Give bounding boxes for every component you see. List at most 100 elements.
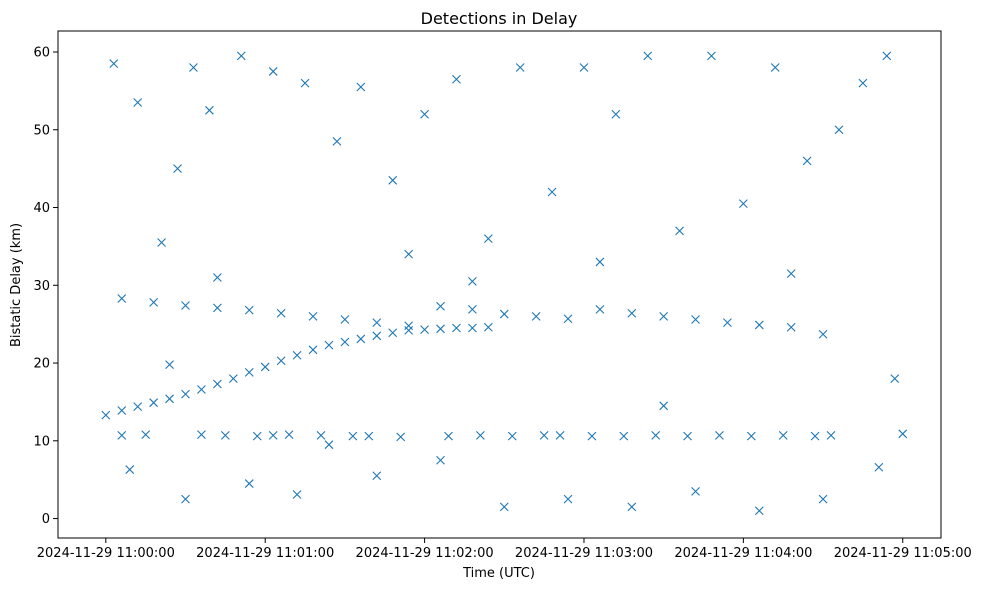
data-point-rising-track xyxy=(372,331,382,341)
data-point-noise xyxy=(125,465,135,474)
data-point-ten-km-clutter xyxy=(220,430,230,440)
data-point-descending-track xyxy=(659,311,669,321)
data-point-noise xyxy=(212,273,222,282)
data-point-descending-track xyxy=(212,303,222,313)
data-point-ten-km-clutter xyxy=(619,431,629,441)
data-point-descending-track xyxy=(181,301,190,310)
x-tick-label: 2024-11-29 11:05:00 xyxy=(834,546,972,561)
data-point-descending-track xyxy=(436,301,445,311)
x-axis: 2024-11-29 11:00:00 2024-11-29 11:01:00 20… xyxy=(37,538,972,561)
data-point-rising-track xyxy=(483,322,493,332)
data-point-rising-track xyxy=(181,389,190,399)
data-point-noise xyxy=(547,187,557,197)
data-point-ten-km-clutter xyxy=(284,430,294,439)
x-tick-label: 2024-11-29 11:01:00 xyxy=(196,546,334,561)
data-point-ten-km-clutter xyxy=(444,431,453,441)
data-point-noise xyxy=(356,82,366,92)
data-point-ten-km-clutter xyxy=(587,431,597,441)
data-point-ten-km-clutter xyxy=(141,430,151,439)
data-point-descending-track xyxy=(276,308,286,318)
data-point-noise xyxy=(738,199,748,209)
data-point-rising-track xyxy=(149,398,159,408)
data-point-ten-km-clutter xyxy=(778,430,788,440)
data-point-descending-track xyxy=(468,304,477,314)
data-point-noise xyxy=(834,125,844,135)
data-point-noise xyxy=(133,98,143,107)
data-point-noise xyxy=(181,494,190,504)
plot-marks xyxy=(101,51,908,516)
data-point-noise xyxy=(515,63,525,72)
y-tick-label: 60 xyxy=(33,45,50,60)
data-point-descending-track xyxy=(308,311,318,321)
data-point-descending-track xyxy=(340,315,350,324)
data-point-noise xyxy=(205,105,214,115)
data-point-noise xyxy=(436,455,445,465)
data-point-descending-track xyxy=(754,320,764,330)
data-point-noise xyxy=(109,59,119,69)
data-point-noise xyxy=(388,175,398,185)
data-point-ten-km-clutter xyxy=(651,430,661,440)
data-point-descending-track xyxy=(499,309,509,319)
data-point-noise xyxy=(165,360,174,369)
y-tick-label: 20 xyxy=(33,357,50,372)
data-point-rising-track xyxy=(117,406,127,415)
data-point-rising-track xyxy=(468,323,477,333)
data-point-descending-track xyxy=(595,304,605,314)
data-point-ten-km-clutter xyxy=(683,431,692,441)
data-point-noise xyxy=(611,109,621,119)
data-point-ten-km-clutter xyxy=(507,431,517,441)
chart-title: Detections in Delay xyxy=(421,9,578,28)
y-tick-label: 40 xyxy=(33,201,50,216)
data-point-rising-track xyxy=(276,356,286,366)
y-tick-label: 30 xyxy=(33,279,50,294)
data-point-descending-track xyxy=(244,305,254,315)
data-point-rising-track xyxy=(340,337,350,347)
data-point-noise xyxy=(236,51,246,61)
data-point-descending-track xyxy=(691,315,700,324)
data-point-rising-track xyxy=(165,394,174,404)
data-point-noise xyxy=(372,471,382,481)
data-point-noise xyxy=(404,249,414,259)
data-point-descending-track xyxy=(149,297,159,307)
data-point-rising-track xyxy=(101,410,111,420)
data-point-rising-track xyxy=(260,362,270,372)
data-point-noise xyxy=(268,67,278,76)
data-point-ten-km-clutter xyxy=(252,431,262,441)
data-point-rising-track xyxy=(452,323,461,333)
data-point-rising-track xyxy=(197,385,206,394)
data-point-noise xyxy=(332,137,342,146)
data-point-ten-km-clutter xyxy=(539,430,549,440)
data-point-noise xyxy=(292,490,302,499)
data-point-rising-track xyxy=(420,325,429,334)
data-point-noise xyxy=(786,269,796,279)
data-point-rising-track xyxy=(356,334,366,344)
data-point-noise xyxy=(818,494,828,504)
data-point-ten-km-clutter xyxy=(197,430,206,439)
data-point-noise xyxy=(874,462,884,472)
data-point-rising-track xyxy=(324,340,334,350)
data-point-noise xyxy=(675,226,684,236)
data-point-noise xyxy=(627,502,637,512)
data-point-descending-track xyxy=(818,329,828,339)
data-point-noise xyxy=(858,78,868,88)
data-point-noise xyxy=(563,494,573,504)
data-point-rising-track xyxy=(292,350,302,360)
data-point-noise xyxy=(499,502,509,512)
data-point-ten-km-clutter xyxy=(715,430,724,440)
data-point-noise xyxy=(157,238,166,247)
x-axis-label: Time (UTC) xyxy=(462,566,535,581)
data-point-noise xyxy=(173,164,182,174)
data-point-noise xyxy=(452,74,461,84)
data-point-noise xyxy=(691,486,700,496)
x-tick-label: 2024-11-29 11:02:00 xyxy=(356,546,494,561)
data-point-rising-track xyxy=(308,345,318,355)
data-point-noise xyxy=(770,63,780,72)
data-point-rising-track xyxy=(244,367,254,377)
data-point-noise xyxy=(643,51,653,61)
data-point-rising-track xyxy=(228,374,238,383)
data-point-descending-track xyxy=(723,318,732,327)
data-point-ten-km-clutter xyxy=(826,430,836,440)
x-tick-label: 2024-11-29 11:04:00 xyxy=(674,546,812,561)
